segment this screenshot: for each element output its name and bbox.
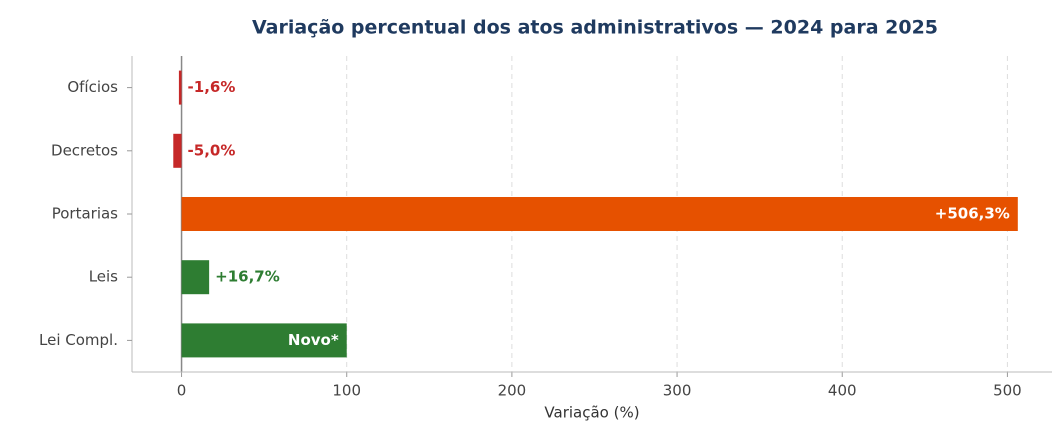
x-tick-label: 300 bbox=[663, 382, 692, 400]
bar bbox=[178, 70, 182, 105]
x-tick-label: 100 bbox=[332, 382, 361, 400]
bar bbox=[181, 323, 347, 358]
value-label: +16,7% bbox=[215, 268, 280, 286]
value-label: +506,3% bbox=[935, 205, 1010, 223]
y-tick-label: Ofícios bbox=[67, 78, 118, 96]
bar bbox=[181, 260, 210, 295]
x-tick-label: 200 bbox=[498, 382, 527, 400]
y-tick-label: Portarias bbox=[52, 205, 118, 223]
value-label: Novo* bbox=[288, 331, 339, 349]
y-tick-label: Decretos bbox=[51, 141, 118, 159]
bar bbox=[173, 133, 182, 168]
y-tick-label: Lei Compl. bbox=[39, 331, 118, 349]
x-tick-label: 500 bbox=[993, 382, 1022, 400]
chart-title: Variação percentual dos atos administrat… bbox=[252, 17, 938, 39]
value-label: -5,0% bbox=[188, 141, 236, 159]
x-tick-label: 0 bbox=[177, 382, 187, 400]
bar bbox=[181, 197, 1018, 231]
x-axis-label: Variação (%) bbox=[544, 404, 639, 422]
y-tick-label: Leis bbox=[89, 268, 118, 286]
x-tick-label: 400 bbox=[828, 382, 857, 400]
value-label: -1,6% bbox=[188, 78, 236, 96]
